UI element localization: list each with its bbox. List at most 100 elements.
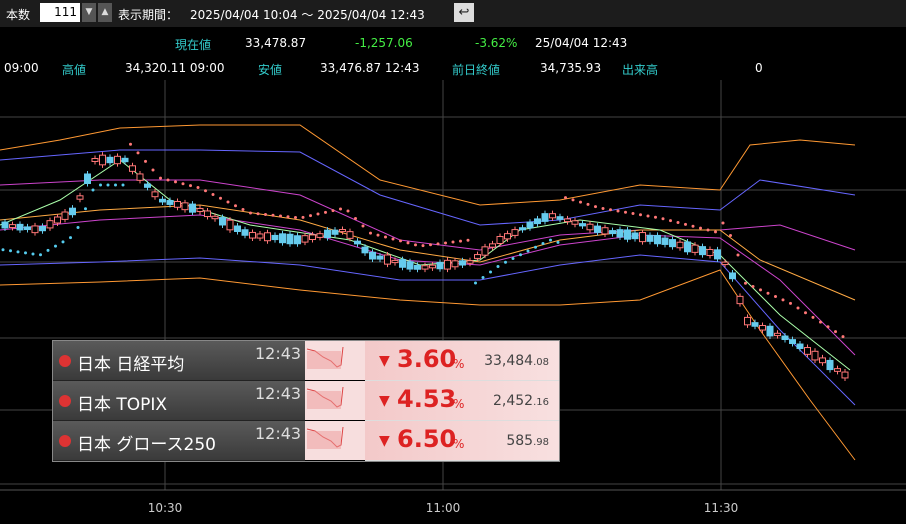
sar-dot [369,231,372,235]
candle [69,207,76,216]
candle [189,203,196,213]
sar-dot [556,240,560,244]
sar-dot [219,196,222,200]
sar-dot [504,260,507,264]
candle [61,211,69,220]
sar-dot [481,275,485,279]
candle [196,207,204,213]
candle [774,332,781,337]
sar-dot [489,270,492,274]
candle [91,158,99,162]
open-time: 09:00 [4,61,39,75]
sar-dot [819,320,822,324]
sar-dot [151,168,155,172]
candle [406,261,414,270]
candle [444,259,451,270]
candle [796,343,804,349]
candle [9,224,16,229]
index-name: 日本 TOPIX [77,395,168,415]
index-panel: 日本 日経平均 12:43 ▼ 3.60% 33,484.08 日本 TOPIX 12:43… [52,340,560,462]
candle [549,213,556,219]
sar-dot [421,244,425,248]
candle [354,240,361,245]
sar-dot [241,208,245,211]
sar-dot [684,222,687,226]
index-value-dec: .08 [533,357,549,368]
sar-dot [406,241,410,245]
sar-dot [601,207,605,210]
index-time: 12:43 [255,424,302,443]
sar-dot [729,234,732,237]
candle [751,322,759,327]
candle [496,236,504,244]
count-up[interactable]: ▲ [98,3,112,22]
sparkline-graph [306,386,344,409]
sparkline [305,341,365,380]
index-value: 2,452.16 [493,393,549,409]
sar-dot [759,288,762,292]
candle [39,225,46,232]
candle [421,265,429,270]
candle [819,357,826,364]
candle [376,255,384,260]
index-time: 12:43 [255,384,302,403]
candle [609,230,616,235]
period-label: 表示期間： [118,8,179,22]
reset-button[interactable]: ↩ [454,3,474,22]
sar-dot [399,239,402,243]
sparkline [305,421,365,460]
current: 33,478.87 [245,36,307,50]
band-line [0,124,856,206]
candle [481,246,489,256]
sar-dot [69,236,72,240]
candle [136,173,144,181]
sar-dot [264,213,267,217]
sar-dot [541,242,545,245]
count-input[interactable]: 111 [40,3,80,22]
sar-dot [459,239,462,243]
candle [669,239,676,248]
index-value-dec: .16 [533,397,549,408]
candle [511,229,519,236]
band-line [0,254,856,406]
sar-dot [631,212,635,215]
candle [316,233,324,238]
index-value: 33,484.08 [484,353,549,369]
sar-dot [361,224,365,228]
current-label: 現在値 [175,38,212,52]
candle [226,219,234,231]
candle [556,216,564,220]
candle [759,325,766,331]
candle [399,259,406,268]
index-label-panel [53,421,305,461]
candle [594,225,601,233]
sar-dot [354,217,357,220]
candle [504,233,511,240]
sar-dot [826,325,830,329]
candle [586,223,594,231]
candle [16,223,24,231]
candle [429,264,436,269]
band-line [0,149,856,226]
sar-dot [549,238,552,242]
index-value: 585.98 [506,433,549,449]
index-change-panel [365,341,559,381]
candle [46,220,54,229]
sar-dot [616,209,620,213]
candle [219,217,226,226]
candle [249,231,256,239]
change-pct: -3.62% [475,36,518,50]
sar-dot [661,217,665,221]
candle [714,249,721,260]
sar-dot [654,215,657,219]
sar-dot [744,281,747,285]
candle [834,368,841,372]
count-down[interactable]: ▼ [82,3,96,22]
high-label: 高値 [62,63,87,77]
index-value-int: 585 [506,433,534,449]
index-row: 日本 TOPIX 12:43 ▼ 4.53% 2,452.16 [53,381,559,421]
high: 34,320.11 09:00 [125,61,225,75]
sar-dot [234,204,237,208]
sar-dot [376,233,380,237]
candle [324,229,331,239]
